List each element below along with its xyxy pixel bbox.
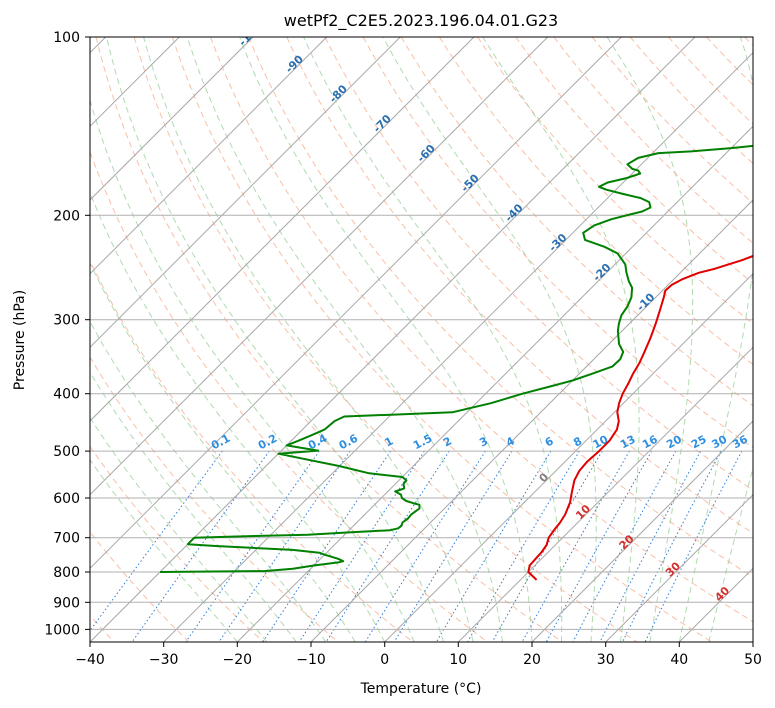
moist-adiabat <box>90 320 327 642</box>
mixing-ratio-label: 36 <box>730 433 750 452</box>
mixing-ratio-line <box>599 450 701 642</box>
moist-adiabat <box>90 371 297 642</box>
mixing-ratio-line <box>644 450 743 642</box>
dry-adiabat-label: -100 <box>236 20 265 49</box>
y-tick-label: 1000 <box>44 622 80 638</box>
isotherm-line <box>531 420 753 642</box>
isotherm-line <box>90 37 475 422</box>
profile-lines <box>159 144 753 581</box>
mixing-ratio-line <box>262 450 392 642</box>
isotherm-line <box>457 346 753 642</box>
mixing-ratio-label: 13 <box>618 433 638 452</box>
x-tick-label: 20 <box>523 652 541 668</box>
moist-adiabat <box>382 37 597 642</box>
x-tick-label: 50 <box>744 652 762 668</box>
mixing-ratio-label: 16 <box>640 433 660 452</box>
x-tick-label: −20 <box>223 652 253 668</box>
plot-frame <box>89 36 754 643</box>
y-tick-label: 300 <box>53 313 80 329</box>
moist-adiabat <box>239 37 533 642</box>
y-tick-label: 800 <box>53 565 80 581</box>
mixing-ratio-line <box>621 450 722 642</box>
x-tick-label: 40 <box>670 652 688 668</box>
dry-adiabats <box>90 37 753 642</box>
mixing-ratio-line <box>185 450 320 642</box>
isotherm-line <box>90 37 328 275</box>
moist-adiabat <box>303 37 563 642</box>
profile-line-2 <box>159 144 753 573</box>
chart-title: wetPf2_C2E5.2023.196.04.01.G23 <box>284 11 558 31</box>
y-tick-label: 900 <box>53 595 80 611</box>
y-tick-label: 100 <box>53 30 80 46</box>
x-tick-label: 10 <box>449 652 467 668</box>
mixing-ratio-label: 10 <box>591 433 611 452</box>
dry-adiabat <box>95 37 563 642</box>
moist-adiabat <box>90 261 356 642</box>
moist-adiabat <box>90 458 238 642</box>
moist-adiabat <box>482 37 640 642</box>
dry-adiabat <box>210 37 753 623</box>
y-tick-label: 400 <box>53 387 80 403</box>
y-tick-label: 200 <box>53 208 80 224</box>
moist-adiabat <box>90 416 268 642</box>
mixing-ratio-line <box>298 450 425 642</box>
isotherm-line <box>163 51 753 642</box>
mixing-ratio-label: 30 <box>710 433 730 452</box>
isotherm-line <box>384 272 753 642</box>
y-tick-label: 500 <box>53 444 80 460</box>
mixing-ratio-lines <box>90 450 743 642</box>
x-tick-label: 30 <box>597 652 615 668</box>
dry-adiabat <box>477 37 753 325</box>
moist-adiabat <box>143 37 474 642</box>
mixing-ratio-line <box>572 450 677 642</box>
plot-area: 0.10.20.40.611.52346810131620253036-100-… <box>90 20 753 642</box>
isotherm-line <box>90 37 401 349</box>
isotherm-line <box>236 125 753 642</box>
isotherms <box>90 37 753 642</box>
y-axis-label: Pressure (hPa) <box>12 290 28 390</box>
moist-adiabat <box>606 37 694 642</box>
dry-adiabat <box>248 37 753 578</box>
mixing-ratio-line <box>218 450 351 642</box>
dry-adiabat <box>438 37 753 366</box>
mixing-ratio-label: 20 <box>664 433 684 452</box>
isotherm-line <box>90 37 254 201</box>
x-axis: −40 −30 −20 −10 0 10 20 30 40 50 <box>75 642 762 668</box>
mixing-ratio-line <box>90 450 223 632</box>
dry-adiabat <box>90 356 339 642</box>
isotherm-line <box>310 199 753 642</box>
moist-adiabat <box>90 191 386 642</box>
isotherm-line <box>90 37 622 570</box>
mixing-ratio-label: 25 <box>689 433 709 452</box>
y-tick-label: 600 <box>53 491 80 507</box>
isotherm-line <box>90 37 549 496</box>
mixing-ratio-line <box>521 450 630 642</box>
x-tick-label: −30 <box>149 652 179 668</box>
moist-adiabat <box>186 37 503 642</box>
dry-adiabat <box>90 445 264 642</box>
moist-adiabat <box>678 37 753 642</box>
y-axis: 100 200 300 400 500 600 700 800 900 1000 <box>44 30 90 638</box>
mixing-ratio-line <box>491 450 603 642</box>
x-axis-label: Temperature (°C) <box>360 681 482 697</box>
isotherm-line <box>605 493 753 642</box>
x-tick-label: 0 <box>380 652 389 668</box>
isobars <box>90 214 753 630</box>
dry-adiabat <box>324 37 753 491</box>
dry-adiabat <box>133 37 638 642</box>
moist-adiabat <box>106 37 445 642</box>
mixing-ratio-line <box>545 450 653 642</box>
profile-line-1 <box>527 254 753 581</box>
x-tick-label: −40 <box>75 652 105 668</box>
dry-adiabat <box>90 150 488 642</box>
y-tick-label: 700 <box>53 531 80 547</box>
x-tick-label: −10 <box>296 652 326 668</box>
